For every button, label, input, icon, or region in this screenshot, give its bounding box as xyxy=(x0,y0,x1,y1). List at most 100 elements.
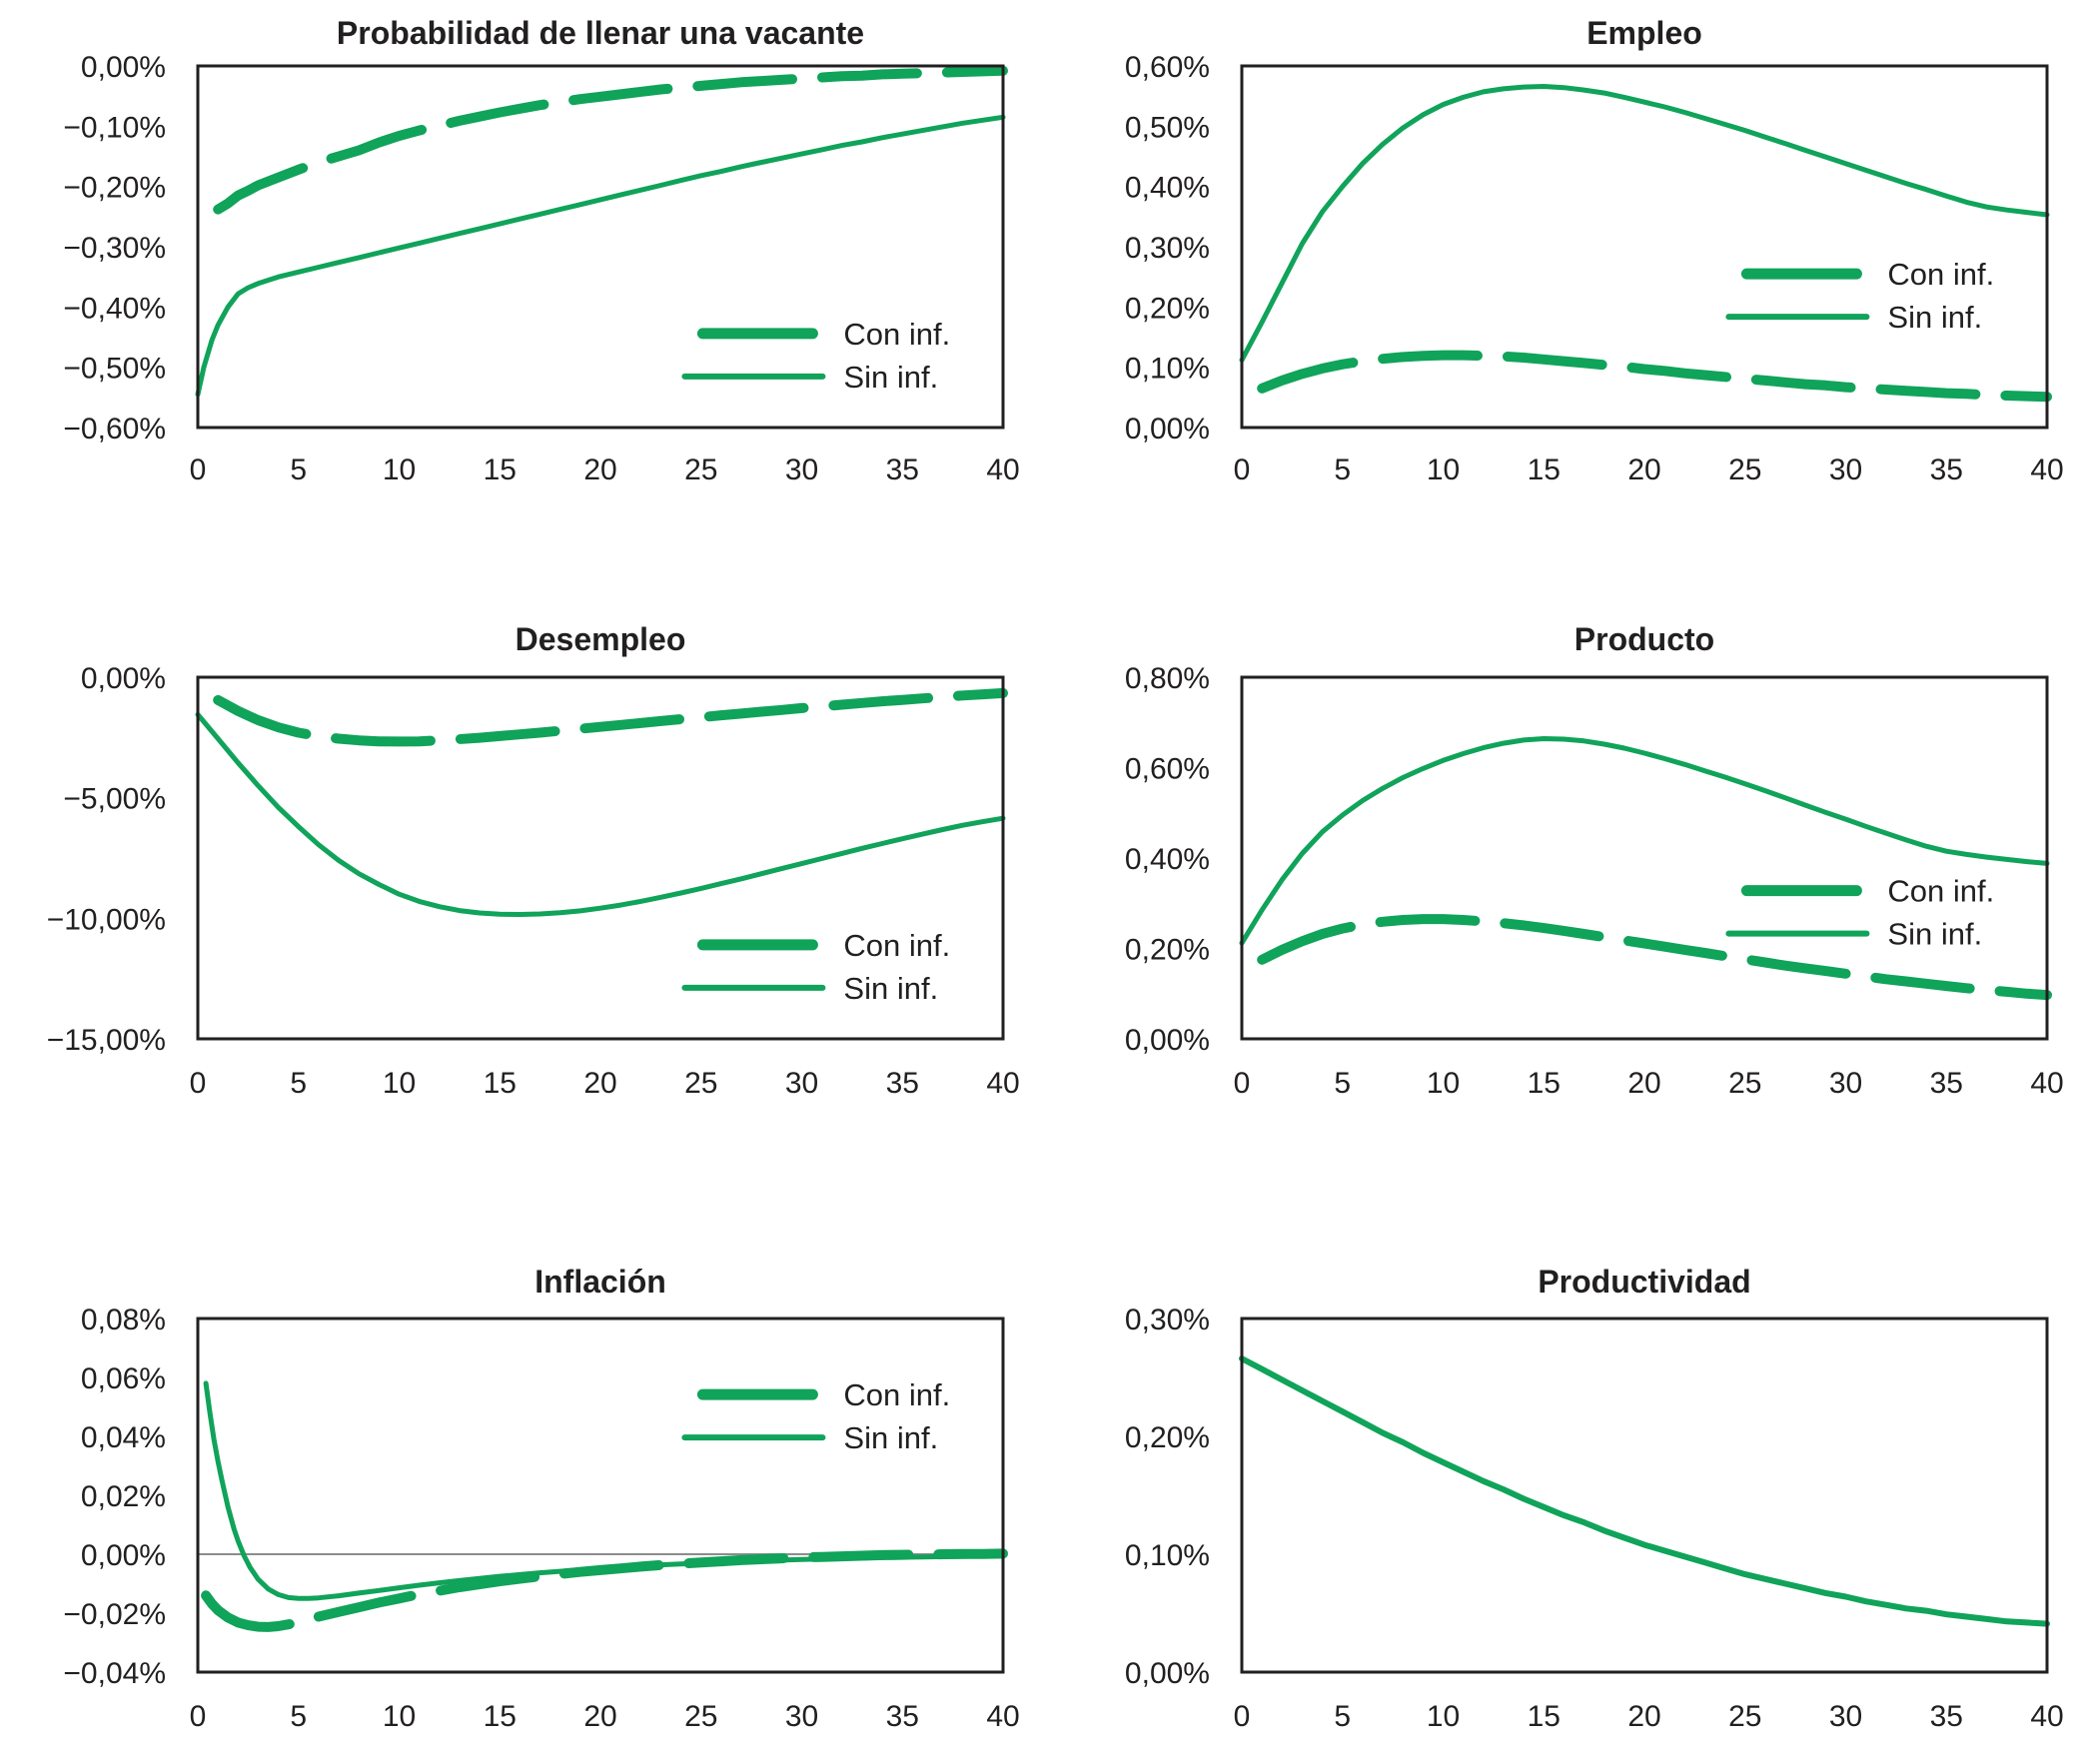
legend-item-label: Sin inf. xyxy=(843,1420,938,1455)
x-tick-label: 40 xyxy=(986,453,1019,486)
x-tick-label: 35 xyxy=(1930,453,1963,486)
x-tick-label: 5 xyxy=(1334,1700,1351,1733)
plot-inflacion: Inflación 0,08% 0,06% 0,04% 0,02% 0,00% −0,02%… xyxy=(63,1264,1019,1733)
x-tick-label: 30 xyxy=(785,1067,818,1100)
x-tick-label: 35 xyxy=(1930,1700,1963,1733)
x-tick-label: 20 xyxy=(583,1700,616,1733)
chart-cell-productividad: Productividad 0,30% 0,20% 0,10% 0,00% 0 5 10 15 2… xyxy=(1044,1177,2089,1764)
legend-item-label: Con inf. xyxy=(843,1377,950,1412)
y-tick-label: 0,00% xyxy=(1125,1657,1210,1690)
x-tick-label: 0 xyxy=(190,1067,207,1100)
series-line-sin-inf xyxy=(1239,84,2050,363)
y-tick-label: −0,02% xyxy=(63,1598,166,1631)
y-tick-label: 0,08% xyxy=(81,1304,166,1336)
y-tick-label: 0,50% xyxy=(1125,111,1210,144)
x-tick-label: 40 xyxy=(986,1700,1019,1733)
x-tick-label: 15 xyxy=(1528,1700,1561,1733)
x-tick-label: 10 xyxy=(1427,1067,1460,1100)
y-tick-label: 0,06% xyxy=(81,1362,166,1395)
y-tick-label: −0,10% xyxy=(63,111,166,144)
legend-item-label: Con inf. xyxy=(843,317,950,352)
y-tick-label: −10,00% xyxy=(47,903,166,936)
y-tick-label: −0,20% xyxy=(63,172,166,205)
y-tick-label: 0,04% xyxy=(81,1421,166,1454)
plot-border xyxy=(196,675,1005,1041)
legend-item-label: Con inf. xyxy=(843,928,950,963)
x-tick-label: 5 xyxy=(1334,453,1351,486)
y-tick-label: −0,40% xyxy=(63,292,166,325)
plot-vacante: Probabilidad de llenar una vacante 0,00% −… xyxy=(63,15,1019,486)
x-tick-label: 15 xyxy=(484,453,517,486)
x-tick-label: 30 xyxy=(785,453,818,486)
series-line-sin-inf xyxy=(1239,736,2050,946)
x-tick-label: 15 xyxy=(484,1700,517,1733)
chart-cell-producto: Producto 0,80% 0,60% 0,40% 0,20% 0,00% 0 5 10 15 2… xyxy=(1044,588,2089,1177)
chart-title: Inflación xyxy=(534,1264,666,1300)
x-tick-label: 5 xyxy=(1334,1067,1351,1100)
series-line-productividad xyxy=(1239,1355,2050,1627)
plot-border xyxy=(196,1317,1005,1674)
chart-cell-empleo: Empleo 0,60% 0,50% 0,40% 0,30% 0,20% 0,10% 0,00… xyxy=(1044,0,2089,588)
x-tick-label: 10 xyxy=(383,1700,416,1733)
x-tick-label: 35 xyxy=(1930,1067,1963,1100)
x-tick-label: 20 xyxy=(1627,453,1660,486)
chart-cell-desempleo: Desempleo 0,00% −5,00% −10,00% −15,00% 0 5 10 15… xyxy=(0,588,1044,1177)
series-line-con-inf xyxy=(201,1548,1008,1632)
x-tick-label: 25 xyxy=(1728,1067,1761,1100)
chart-title: Desempleo xyxy=(516,621,686,657)
x-tick-label: 35 xyxy=(886,453,919,486)
plot-empleo: Empleo 0,60% 0,50% 0,40% 0,30% 0,20% 0,10% 0,00… xyxy=(1125,15,2064,486)
plot-border xyxy=(1240,1317,2049,1674)
x-tick-label: 20 xyxy=(583,1067,616,1100)
x-tick-label: 25 xyxy=(684,1067,717,1100)
x-tick-label: 15 xyxy=(484,1067,517,1100)
x-tick-label: 0 xyxy=(190,1700,207,1733)
y-tick-label: 0,40% xyxy=(1125,172,1210,205)
plot-productividad: Productividad 0,30% 0,20% 0,10% 0,00% 0 5 10 15 2… xyxy=(1125,1264,2064,1733)
y-tick-label: −0,30% xyxy=(63,232,166,265)
legend-item-label: Sin inf. xyxy=(1887,917,1982,952)
legend-item-label: Con inf. xyxy=(1887,257,1994,292)
x-tick-label: 5 xyxy=(290,1700,307,1733)
x-tick-label: 15 xyxy=(1528,1067,1561,1100)
y-tick-label: −5,00% xyxy=(63,783,166,816)
y-tick-label: −0,04% xyxy=(63,1657,166,1690)
x-tick-label: 20 xyxy=(583,453,616,486)
series-line-sin-inf xyxy=(195,114,1006,398)
y-tick-label: 0,60% xyxy=(1125,753,1210,786)
y-tick-label: 0,00% xyxy=(81,662,166,695)
x-tick-label: 0 xyxy=(1234,1067,1251,1100)
x-tick-label: 25 xyxy=(684,1700,717,1733)
x-tick-label: 30 xyxy=(1829,453,1862,486)
y-tick-label: 0,00% xyxy=(81,1539,166,1572)
y-tick-label: 0,20% xyxy=(1125,292,1210,325)
x-tick-label: 5 xyxy=(290,1067,307,1100)
series-line-con-inf xyxy=(1257,914,2052,1001)
x-tick-label: 20 xyxy=(1627,1700,1660,1733)
plot-border xyxy=(196,64,1005,430)
y-tick-label: 0,20% xyxy=(1125,934,1210,967)
y-tick-label: 0,20% xyxy=(1125,1421,1210,1454)
y-tick-label: 0,30% xyxy=(1125,232,1210,265)
chart-cell-inflacion: Inflación 0,08% 0,06% 0,04% 0,02% 0,00% −0,02%… xyxy=(0,1177,1044,1764)
x-tick-label: 40 xyxy=(2030,1700,2063,1733)
x-tick-label: 15 xyxy=(1528,453,1561,486)
y-tick-label: −0,50% xyxy=(63,353,166,386)
y-tick-label: 0,02% xyxy=(81,1480,166,1513)
legend-item-label: Sin inf. xyxy=(843,971,938,1006)
plot-border xyxy=(1240,675,2049,1041)
chart-cell-vacante: Probabilidad de llenar una vacante 0,00% −… xyxy=(0,0,1044,588)
chart-title: Probabilidad de llenar una vacante xyxy=(337,15,864,51)
x-tick-label: 0 xyxy=(190,453,207,486)
x-tick-label: 10 xyxy=(383,453,416,486)
y-tick-label: 0,00% xyxy=(1125,413,1210,445)
chart-title: Producto xyxy=(1574,621,1714,657)
x-tick-label: 35 xyxy=(886,1700,919,1733)
series-line-con-inf xyxy=(213,65,1008,215)
legend-item-label: Con inf. xyxy=(1887,874,1994,909)
chart-title: Empleo xyxy=(1586,15,1702,51)
y-tick-label: 0,00% xyxy=(81,51,166,84)
plot-producto: Producto 0,80% 0,60% 0,40% 0,20% 0,00% 0 5 10 15 2… xyxy=(1125,621,2064,1100)
series-line-con-inf xyxy=(1257,350,2052,403)
